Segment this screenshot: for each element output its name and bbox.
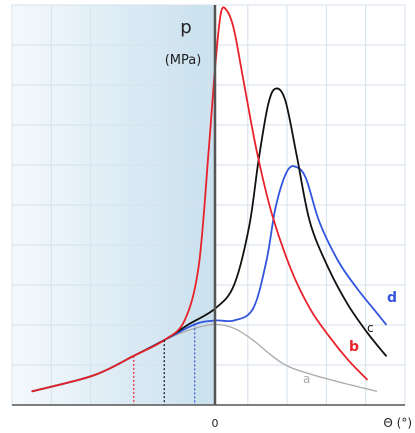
x-axis-label: Θ (°) bbox=[383, 416, 412, 430]
labels: p (MPa) Θ (°) 0 bbox=[165, 17, 412, 430]
axes bbox=[12, 5, 405, 406]
series-label-c: c bbox=[367, 321, 374, 335]
x-tick-label-zero: 0 bbox=[212, 417, 219, 430]
curves bbox=[31, 6, 387, 393]
series-line-b bbox=[31, 6, 368, 393]
series-labels: a bc d bbox=[303, 290, 397, 386]
series-label-d: d bbox=[387, 290, 397, 306]
series-label-a: a bbox=[303, 372, 310, 386]
y-axis-label: p bbox=[180, 17, 191, 38]
dotted-drop-lines bbox=[133, 324, 196, 405]
series-label-b: b bbox=[349, 339, 359, 355]
y-axis-unit: (MPa) bbox=[165, 53, 202, 68]
